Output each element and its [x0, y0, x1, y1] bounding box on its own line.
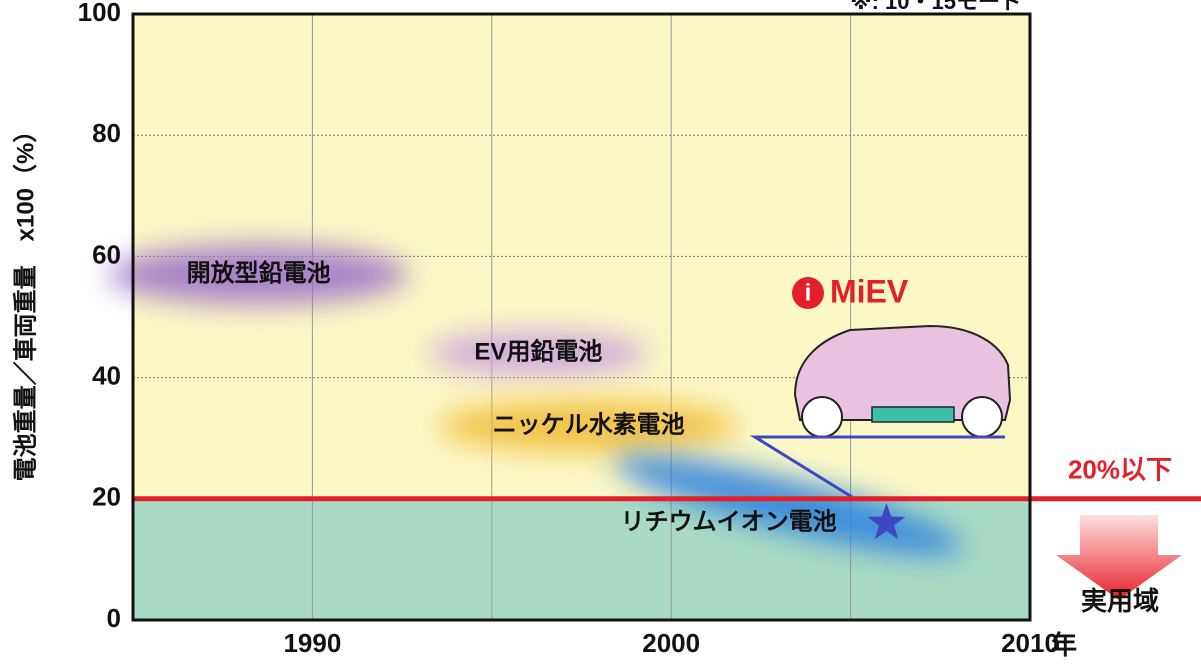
note: ※: 10・15モード: [850, 0, 1022, 14]
y-tick-label: 80: [92, 118, 121, 148]
y-tick-label: 0: [107, 603, 121, 633]
region-blob: [613, 454, 964, 556]
series-label: ニッケル水素電池: [493, 411, 685, 438]
plot-border: [131, 12, 1032, 622]
y-tick-label: 100: [78, 0, 121, 27]
x-tick-label: 2010: [1001, 628, 1059, 658]
car-illustration: [749, 324, 1012, 499]
series-label: リチウムイオン電池: [621, 508, 837, 535]
x-axis-label: 年: [1051, 630, 1077, 660]
region-label: 実用域: [1081, 586, 1159, 616]
region-blob: [428, 331, 649, 376]
logo-badge: i: [805, 279, 812, 306]
logo: i MiEV: [792, 273, 909, 309]
arrow: [1056, 515, 1182, 600]
region-blob: [108, 244, 409, 305]
y-axis-label: 電池重量／車両重量 x100（%）: [12, 119, 39, 482]
x-tick-label: 1990: [283, 628, 341, 658]
logo-text: MiEV: [830, 273, 909, 309]
x-tick-label: 2000: [642, 628, 700, 658]
series-label: 開放型鉛電池: [187, 259, 331, 287]
y-tick-label: 60: [92, 239, 121, 269]
y-tick-label: 40: [92, 360, 121, 390]
series-label: EV用鉛電池: [474, 338, 602, 366]
threshold-label: 20%以下: [1068, 455, 1172, 485]
y-tick-label: 20: [92, 482, 121, 512]
highlight-star: [867, 503, 906, 540]
region-blob: [438, 400, 739, 453]
